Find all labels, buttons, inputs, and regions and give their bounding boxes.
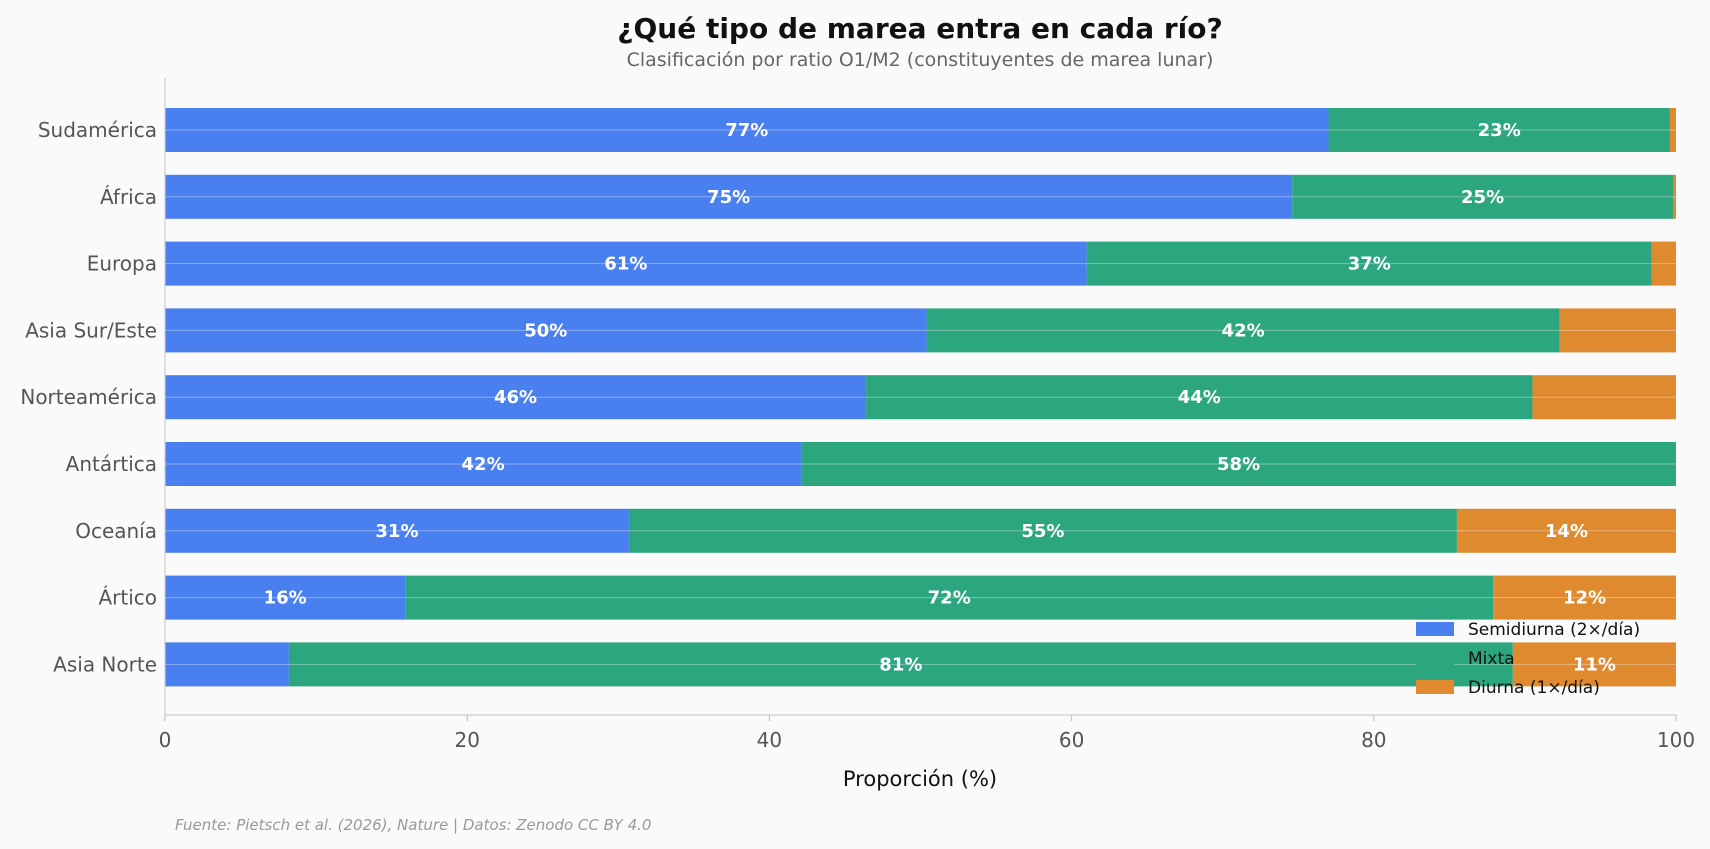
bar-segment (926, 308, 1560, 353)
data-label: 50% (524, 320, 567, 341)
data-label: 44% (1178, 387, 1221, 408)
data-label: 31% (375, 521, 418, 542)
y-tick-label: Asia Sur/Este (25, 318, 157, 342)
bar-segment (1559, 308, 1676, 353)
data-label: 11% (1573, 654, 1616, 675)
legend-swatch (1416, 622, 1454, 636)
data-label: 42% (462, 454, 505, 475)
data-label: 46% (494, 387, 537, 408)
x-tick-label: 40 (757, 728, 782, 752)
bar-segment (866, 375, 1533, 420)
bar-segment (165, 108, 1329, 152)
x-tick-label: 0 (159, 728, 172, 752)
x-axis-label: Proporción (%) (843, 767, 997, 791)
data-label: 25% (1461, 187, 1504, 208)
bar-segment (1669, 108, 1676, 152)
bar-segment (165, 241, 1087, 286)
bar-segment (628, 508, 1457, 553)
x-tick-label: 100 (1657, 728, 1695, 752)
x-tick-label: 20 (454, 728, 479, 752)
bar-segment (165, 508, 629, 553)
bar-segment (1292, 174, 1673, 219)
legend-label: Mixta (1468, 649, 1515, 669)
data-label: 12% (1563, 588, 1606, 609)
legend-swatch (1416, 680, 1454, 694)
bar-segment (1328, 108, 1670, 152)
data-label: 77% (725, 120, 768, 141)
y-tick-label: África (100, 185, 157, 209)
y-tick-label: Norteamérica (20, 385, 157, 409)
data-label: 58% (1217, 454, 1260, 475)
bar-segment (165, 375, 867, 420)
data-label: 55% (1021, 521, 1064, 542)
bar-segment (165, 308, 927, 353)
bar-segment (165, 642, 289, 687)
data-label: 16% (264, 588, 307, 609)
data-label: 42% (1222, 320, 1265, 341)
legend: Semidiurna (2×/día) Mixta Diurna (1×/día) (1416, 620, 1640, 698)
bar-segment (1086, 241, 1652, 286)
bar-segment (1532, 375, 1676, 420)
bar-segment (165, 442, 802, 486)
legend-label: Semidiurna (2×/día) (1468, 620, 1640, 640)
bar-segment (405, 575, 1494, 620)
legend-label: Diurna (1×/día) (1468, 678, 1600, 698)
legend-swatch (1416, 651, 1454, 665)
bars-layer: 77% 23% 75% 25% 61% 37% 50% 42% 46% 44% 42% 58% 31% 5… (165, 108, 1676, 687)
bar-segment (1493, 575, 1676, 620)
bar-segment (165, 575, 406, 620)
bar-segment (1456, 508, 1676, 553)
data-label: 14% (1545, 521, 1588, 542)
bar-segment (1672, 174, 1676, 219)
y-tick-label: Sudamérica (38, 118, 157, 142)
axis-layer: Sudamérica África Europa Asia Sur/Este Norte… (20, 78, 1695, 752)
y-tick-label: Antártica (66, 452, 157, 476)
chart-title: ¿Qué tipo de marea entra en cada río? (617, 12, 1223, 45)
data-label: 23% (1478, 120, 1521, 141)
bar-segment (165, 174, 1293, 219)
y-tick-label: Ártico (98, 586, 157, 610)
bar-segment (288, 642, 1513, 687)
data-label: 75% (707, 187, 750, 208)
data-label: 37% (1348, 254, 1391, 275)
chart-subtitle: Clasificación por ratio O1/M2 (constituy… (627, 49, 1214, 71)
y-tick-label: Oceanía (75, 519, 157, 543)
data-label: 81% (879, 654, 922, 675)
bar-segment (1651, 241, 1676, 286)
x-tick-label: 60 (1059, 728, 1084, 752)
source-note: Fuente: Pietsch et al. (2026), Nature | … (175, 816, 651, 834)
y-tick-label: Asia Norte (53, 652, 157, 676)
x-tick-label: 80 (1361, 728, 1386, 752)
data-label: 61% (604, 254, 647, 275)
bar-segment (1512, 642, 1676, 687)
data-label: 72% (928, 588, 971, 609)
bar-segment (801, 442, 1676, 486)
y-tick-label: Europa (87, 252, 157, 276)
